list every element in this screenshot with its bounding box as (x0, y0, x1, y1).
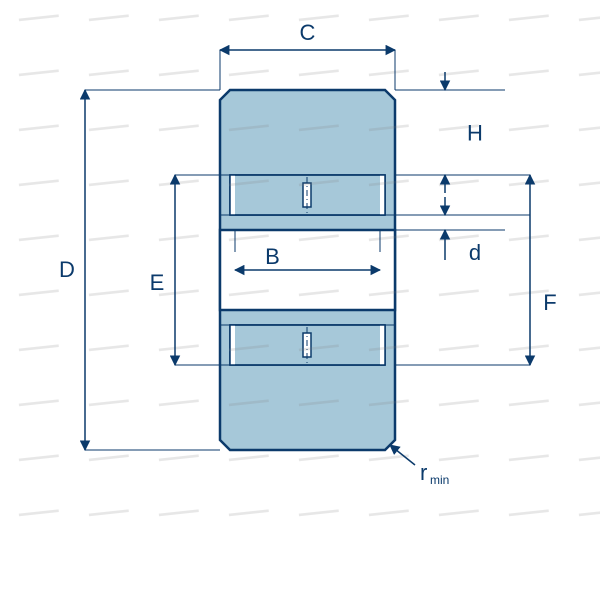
svg-text:B: B (265, 244, 280, 269)
svg-text:—: — (296, 321, 340, 369)
svg-text:—: — (86, 376, 130, 424)
svg-text:min: min (430, 473, 449, 487)
svg-text:—: — (576, 211, 600, 259)
svg-text:—: — (16, 101, 60, 149)
svg-text:—: — (436, 431, 480, 479)
svg-text:—: — (16, 0, 60, 39)
svg-text:—: — (296, 486, 340, 534)
svg-text:—: — (16, 486, 60, 534)
svg-text:—: — (506, 376, 550, 424)
svg-text:—: — (86, 266, 130, 314)
svg-text:—: — (226, 211, 270, 259)
svg-text:E: E (150, 270, 165, 295)
svg-text:—: — (436, 46, 480, 94)
svg-text:—: — (296, 156, 340, 204)
svg-text:—: — (366, 266, 410, 314)
svg-text:—: — (436, 376, 480, 424)
svg-text:—: — (576, 486, 600, 534)
svg-text:—: — (436, 266, 480, 314)
svg-text:C: C (300, 20, 316, 45)
svg-text:—: — (86, 211, 130, 259)
svg-text:—: — (86, 156, 130, 204)
svg-text:—: — (86, 0, 130, 39)
svg-text:—: — (576, 266, 600, 314)
svg-text:—: — (16, 431, 60, 479)
svg-text:—: — (156, 0, 200, 39)
svg-text:—: — (576, 46, 600, 94)
svg-text:—: — (506, 156, 550, 204)
svg-text:—: — (296, 46, 340, 94)
svg-text:—: — (156, 486, 200, 534)
svg-text:—: — (576, 101, 600, 149)
svg-text:—: — (226, 101, 270, 149)
svg-text:—: — (436, 156, 480, 204)
svg-text:—: — (86, 46, 130, 94)
svg-text:—: — (156, 101, 200, 149)
svg-text:—: — (366, 486, 410, 534)
svg-text:—: — (296, 431, 340, 479)
svg-text:—: — (86, 321, 130, 369)
svg-text:—: — (296, 376, 340, 424)
svg-text:—: — (366, 101, 410, 149)
svg-text:—: — (16, 211, 60, 259)
svg-text:—: — (156, 211, 200, 259)
svg-text:—: — (436, 321, 480, 369)
svg-text:—: — (506, 0, 550, 39)
svg-text:—: — (226, 156, 270, 204)
svg-text:—: — (366, 431, 410, 479)
svg-text:H: H (467, 121, 483, 146)
svg-text:—: — (576, 431, 600, 479)
svg-text:—: — (506, 321, 550, 369)
svg-text:—: — (226, 321, 270, 369)
svg-text:—: — (226, 0, 270, 39)
svg-text:r: r (420, 460, 427, 485)
svg-text:—: — (436, 0, 480, 39)
svg-text:—: — (576, 156, 600, 204)
svg-text:—: — (226, 431, 270, 479)
svg-text:—: — (156, 376, 200, 424)
svg-text:—: — (506, 486, 550, 534)
svg-text:—: — (506, 211, 550, 259)
svg-text:—: — (296, 266, 340, 314)
svg-text:—: — (16, 266, 60, 314)
svg-text:—: — (86, 486, 130, 534)
svg-text:—: — (576, 376, 600, 424)
svg-text:—: — (226, 266, 270, 314)
svg-text:—: — (226, 486, 270, 534)
svg-text:—: — (16, 321, 60, 369)
svg-text:—: — (436, 486, 480, 534)
svg-text:—: — (296, 101, 340, 149)
svg-text:—: — (156, 431, 200, 479)
svg-text:—: — (366, 211, 410, 259)
svg-text:—: — (226, 46, 270, 94)
svg-text:—: — (226, 376, 270, 424)
svg-text:—: — (156, 46, 200, 94)
svg-text:—: — (296, 211, 340, 259)
svg-text:—: — (16, 156, 60, 204)
svg-text:—: — (506, 46, 550, 94)
svg-text:—: — (506, 101, 550, 149)
svg-text:—: — (156, 156, 200, 204)
svg-text:—: — (86, 431, 130, 479)
svg-text:—: — (366, 46, 410, 94)
svg-text:—: — (576, 321, 600, 369)
svg-text:—: — (86, 101, 130, 149)
svg-text:—: — (366, 156, 410, 204)
svg-text:F: F (543, 290, 556, 315)
svg-text:—: — (506, 431, 550, 479)
svg-text:—: — (366, 321, 410, 369)
svg-text:—: — (366, 0, 410, 39)
svg-text:D: D (59, 257, 75, 282)
svg-text:—: — (366, 376, 410, 424)
svg-text:d: d (469, 240, 481, 265)
svg-text:—: — (156, 321, 200, 369)
svg-text:—: — (576, 0, 600, 39)
svg-text:—: — (16, 46, 60, 94)
svg-text:—: — (16, 376, 60, 424)
